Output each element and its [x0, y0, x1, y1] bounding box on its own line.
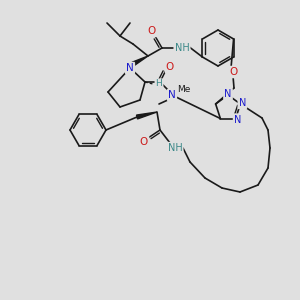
Text: H: H: [156, 80, 162, 88]
Text: NH: NH: [175, 43, 189, 53]
Text: NH: NH: [168, 143, 182, 153]
Text: N: N: [239, 98, 246, 108]
Text: N: N: [126, 63, 134, 73]
Text: Me: Me: [177, 85, 191, 94]
Text: O: O: [166, 62, 174, 72]
Text: O: O: [229, 67, 237, 77]
Text: O: O: [148, 26, 156, 36]
Polygon shape: [132, 56, 148, 66]
Text: N: N: [234, 115, 241, 124]
Text: N: N: [224, 89, 232, 99]
Text: N: N: [168, 90, 176, 100]
Text: O: O: [140, 137, 148, 147]
Polygon shape: [136, 112, 157, 119]
